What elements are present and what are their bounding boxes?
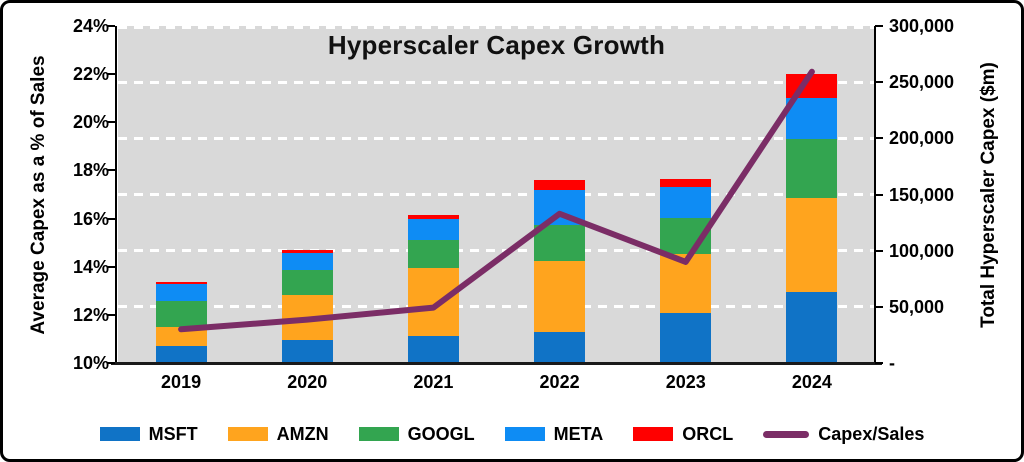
legend-item-googl: GOOGL [358,423,475,445]
x-label-2021: 2021 [413,372,454,392]
chart-legend: MSFT AMZN GOOGL META ORCL Capex/Sales [3,417,1021,451]
bar-googl-2021 [407,239,459,268]
right-tick-0: - [889,353,895,373]
legend-item-capex-sales: Capex/Sales [763,424,924,445]
bar-meta-2024 [786,97,838,140]
legend-label-capex-sales: Capex/Sales [818,423,925,444]
legend-swatch-meta [504,427,545,441]
gridline-250000 [118,80,875,84]
bar-amzn-2021 [407,267,459,337]
legend-swatch-googl [358,427,399,441]
left-tick-mark-22% [107,73,115,76]
legend-item-meta: META [504,423,604,445]
right-tick-300000: 300,000 [889,16,955,36]
legend-item-amzn: AMZN [227,423,329,445]
legend-swatch-amzn [227,427,268,441]
bar-orcl-2023 [660,179,712,188]
right-tick-mark-100000 [875,249,883,252]
bar-msft-2023 [660,313,712,363]
left-axis-title: Average Capex as a % of Sales [28,55,49,335]
left-tick-12%: 12% [72,304,109,325]
left-tick-mark-10% [107,362,115,364]
capex-sales-polyline [178,68,815,333]
x-label-2020: 2020 [287,372,328,392]
x-label-2023: 2023 [665,372,706,392]
right-tick-mark-300000 [875,25,883,27]
left-tick-22%: 22% [72,64,109,85]
bar-orcl-2020 [281,250,333,253]
gridline-100000 [118,249,875,253]
left-tick-mark-20% [107,121,115,124]
right-tick-mark-0 [875,362,883,364]
left-tick-mark-12% [107,313,115,316]
bar-meta-2023 [660,187,712,219]
x-label-2019: 2019 [161,372,202,392]
left-tick-mark-16% [107,217,115,220]
bar-msft-2020 [281,339,333,363]
bar-googl-2019 [155,300,207,328]
bar-amzn-2019 [155,327,207,347]
bar-orcl-2019 [155,281,207,284]
right-tick-100000: 100,000 [889,240,955,261]
left-tick-24%: 24% [72,16,109,36]
x-label-2024: 2024 [791,372,832,392]
right-tick-mark-50000 [875,305,883,308]
left-tick-mark-18% [107,169,115,172]
bar-meta-2020 [281,252,333,270]
bar-googl-2020 [281,269,333,296]
bar-googl-2024 [786,139,838,199]
right-tick-250000: 250,000 [889,72,955,93]
left-tick-18%: 18% [72,160,109,181]
right-tick-mark-200000 [875,137,883,140]
bar-orcl-2021 [407,214,459,219]
bar-msft-2022 [534,332,586,363]
legend-label-amzn: AMZN [276,423,329,444]
bar-orcl-2022 [534,179,586,190]
legend-label-meta: META [553,423,604,444]
bar-msft-2024 [786,291,838,363]
legend-label-googl: GOOGL [407,423,475,444]
legend-label-msft: MSFT [148,423,198,444]
legend-swatch-msft [99,427,140,441]
right-tick-mark-250000 [875,81,883,84]
right-tick-50000: 50,000 [889,296,945,317]
gridline-300000 [118,26,875,29]
gridline-150000 [118,193,875,196]
left-axis-line [115,26,117,364]
x-label-2022: 2022 [539,372,580,392]
gridline-200000 [118,136,875,140]
bar-googl-2022 [534,225,586,261]
bar-amzn-2024 [786,198,838,292]
legend-swatch-capex-sales [763,430,810,438]
left-tick-mark-24% [107,25,115,27]
capex-sales-line [178,68,815,333]
chart-title: Hyperscaler Capex Growth [327,30,666,60]
bottom-axis-line [111,362,882,365]
legend-label-orcl: ORCL [682,423,734,444]
legend-swatch-orcl [633,427,674,441]
bar-msft-2021 [407,336,459,363]
right-tick-200000: 200,000 [889,128,955,149]
right-tick-mark-150000 [875,193,883,196]
legend-item-orcl: ORCL [633,424,733,445]
plot-area [118,26,875,363]
gridline-50000 [118,305,875,309]
right-tick-150000: 150,000 [889,184,955,205]
bar-amzn-2022 [534,260,586,333]
bar-meta-2019 [155,283,207,301]
bar-meta-2021 [407,218,459,240]
left-tick-mark-14% [107,265,115,268]
legend-item-msft: MSFT [99,423,198,445]
right-axis-title: Total Hyperscaler Capex ($m) [978,62,999,328]
left-tick-14%: 14% [72,256,109,277]
left-tick-10%: 10% [72,353,109,373]
bar-msft-2019 [155,346,207,363]
left-tick-20%: 20% [72,112,109,133]
left-tick-16%: 16% [72,208,109,229]
